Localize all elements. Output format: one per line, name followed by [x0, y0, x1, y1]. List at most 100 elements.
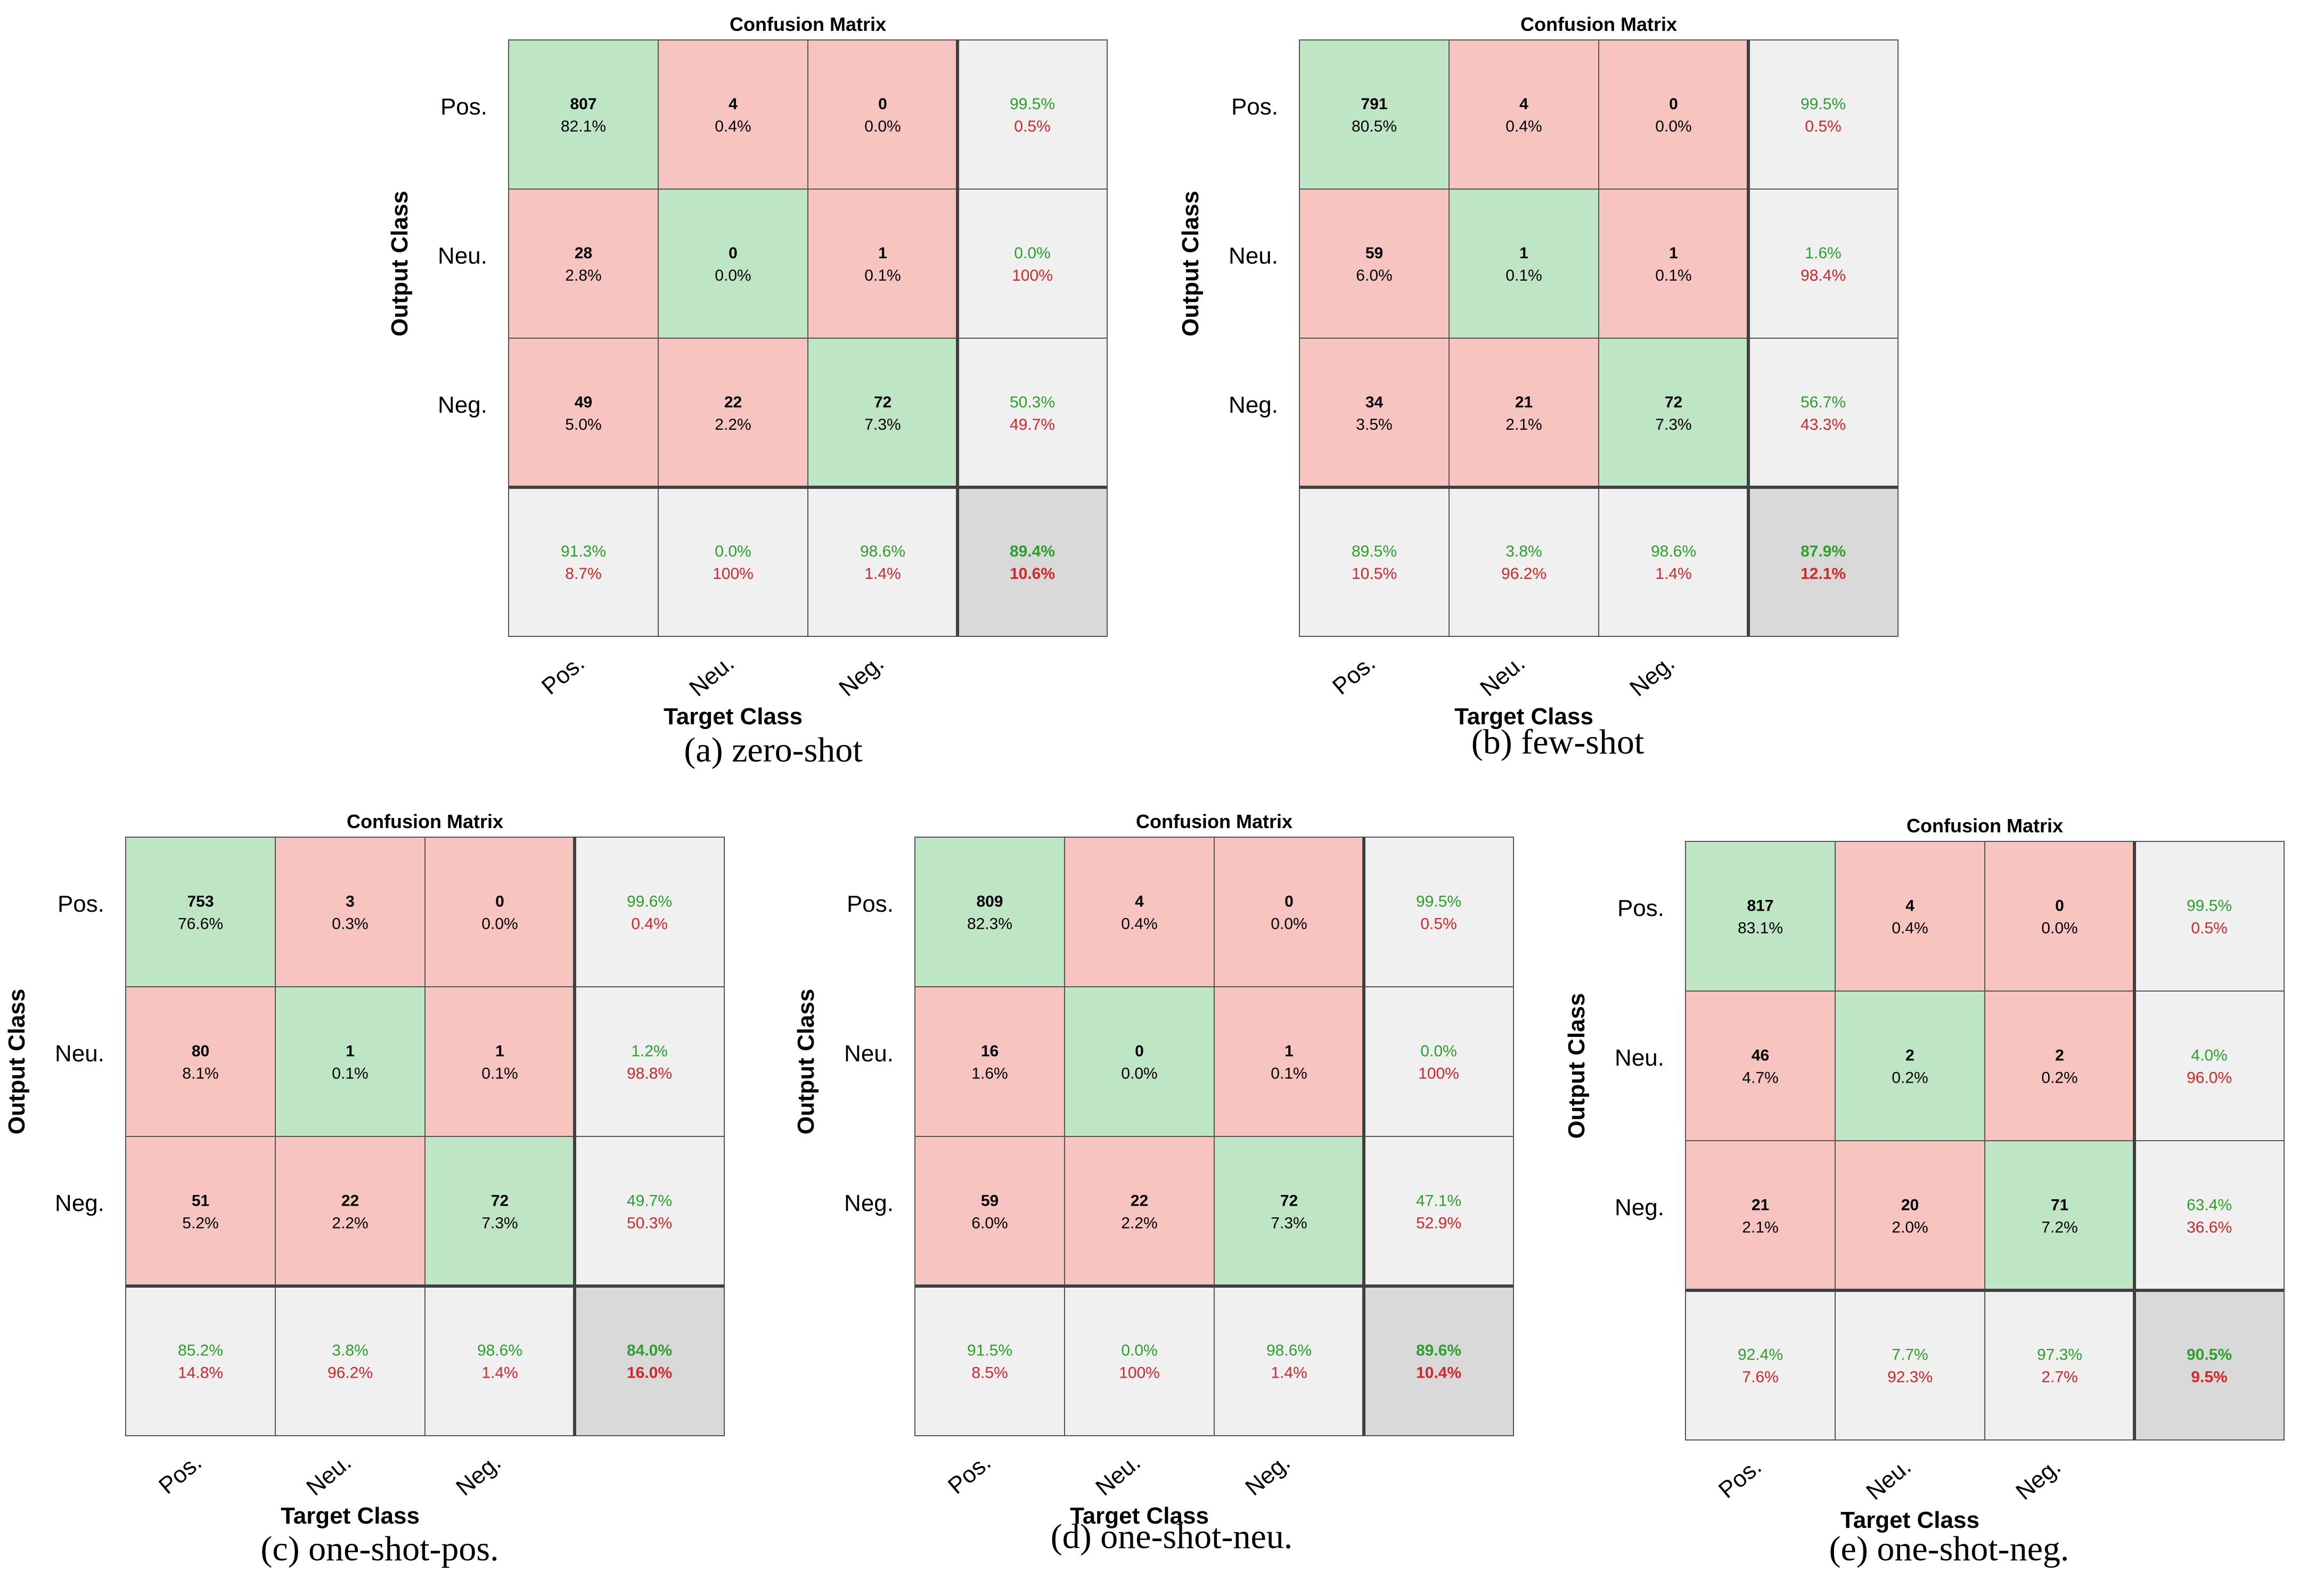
chart-title: Confusion Matrix — [347, 811, 503, 832]
misclassified-cell — [1064, 1136, 1215, 1287]
correct-cell — [914, 837, 1065, 987]
row-error: 100% — [1012, 267, 1053, 284]
cell-percent: 2.0% — [1892, 1219, 1928, 1237]
x-tick-label: Neg. — [834, 650, 889, 701]
column-summary-cell — [275, 1286, 426, 1436]
chart-title: Confusion Matrix — [1520, 13, 1677, 35]
correct-cell — [1449, 189, 1599, 339]
cell-count: 80 — [192, 1043, 209, 1060]
row-precision: 1.2% — [631, 1043, 667, 1060]
cell-count: 3 — [346, 893, 355, 911]
column-recall: 3.8% — [332, 1342, 368, 1360]
row-error: 100% — [1418, 1065, 1459, 1083]
y-tick-label: Neg. — [844, 1190, 894, 1216]
cell-count: 34 — [1365, 394, 1384, 411]
row-error: 36.6% — [2187, 1219, 2232, 1237]
x-tick-label: Pos. — [1328, 650, 1380, 700]
misclassified-cell — [1685, 991, 1836, 1141]
cell-percent: 5.0% — [565, 416, 601, 433]
overall-accuracy-cell — [957, 487, 1108, 637]
row-summary-cell — [574, 1136, 725, 1287]
column-error: 8.7% — [565, 565, 601, 583]
cell-percent: 0.1% — [1271, 1065, 1307, 1083]
column-recall: 7.7% — [1892, 1346, 1928, 1364]
cell-percent: 8.1% — [182, 1065, 218, 1083]
cell-percent: 1.6% — [971, 1065, 1008, 1083]
correct-cell — [1214, 1136, 1364, 1287]
row-precision: 99.6% — [627, 893, 672, 911]
overall-error: 10.4% — [1416, 1364, 1461, 1382]
cell-count: 59 — [1365, 244, 1383, 262]
cell-percent: 82.3% — [967, 915, 1012, 933]
row-summary-cell — [2134, 991, 2285, 1141]
cell-percent: 6.0% — [971, 1215, 1008, 1232]
row-summary-cell — [1363, 837, 1514, 987]
x-tick-label: Neu. — [1475, 650, 1530, 701]
cell-count: 46 — [1752, 1047, 1769, 1065]
cell-count: 0 — [729, 244, 738, 262]
cell-count: 49 — [575, 394, 592, 411]
x-tick-label: Neu. — [1861, 1453, 1916, 1505]
misclassified-cell — [1835, 1140, 1985, 1291]
y-tick-label: Neu. — [1615, 1045, 1664, 1071]
column-recall: 98.6% — [860, 543, 905, 560]
row-summary-cell — [574, 837, 725, 987]
column-error: 92.3% — [1887, 1369, 1933, 1386]
cell-count: 72 — [874, 394, 891, 411]
cell-percent: 7.2% — [2041, 1219, 2077, 1237]
cell-count: 1 — [1519, 244, 1528, 262]
column-summary-cell — [914, 1286, 1065, 1436]
row-precision: 63.4% — [2187, 1197, 2232, 1214]
misclassified-cell — [1449, 338, 1599, 488]
cell-count: 0 — [878, 95, 887, 113]
cell-count: 0 — [2055, 897, 2064, 915]
panel-caption: (b) few-shot — [1471, 723, 1644, 762]
row-summary-cell — [957, 39, 1108, 190]
row-precision: 99.5% — [2187, 897, 2232, 915]
column-error: 8.5% — [971, 1364, 1008, 1382]
cell-percent: 0.2% — [1892, 1069, 1928, 1087]
x-axis-label: Target Class — [1070, 1503, 1209, 1529]
cell-percent: 7.3% — [864, 416, 901, 433]
cell-count: 72 — [1665, 394, 1682, 411]
cell-percent: 4.7% — [1742, 1069, 1778, 1087]
misclassified-cell — [807, 39, 958, 190]
column-summary-cell — [125, 1286, 276, 1436]
panel-caption: (e) one-shot-neg. — [1829, 1529, 2069, 1568]
row-error: 50.3% — [627, 1215, 672, 1232]
confusion-matrix-panel: 80982.3%40.4%00.0%99.5%0.5%161.6%00.0%10… — [793, 811, 1514, 1556]
row-error: 98.8% — [627, 1065, 672, 1083]
row-precision: 49.7% — [627, 1192, 672, 1210]
misclassified-cell — [807, 189, 958, 339]
misclassified-cell — [275, 837, 426, 987]
cell-count: 4 — [729, 95, 738, 113]
overall-accuracy: 89.4% — [1010, 543, 1055, 560]
cell-count: 16 — [981, 1043, 999, 1060]
misclassified-cell — [914, 986, 1065, 1137]
cell-percent: 2.2% — [332, 1215, 368, 1232]
cell-count: 59 — [981, 1192, 999, 1210]
cell-percent: 0.0% — [1655, 118, 1691, 135]
y-tick-label: Pos. — [847, 891, 894, 917]
y-axis-label: Output Class — [1177, 191, 1204, 337]
confusion-matrix-panel: 79180.5%40.4%00.0%99.5%0.5%596.0%10.1%10… — [1177, 13, 1899, 762]
overall-error: 12.1% — [1801, 565, 1846, 583]
column-recall: 0.0% — [715, 543, 751, 560]
correct-cell — [424, 1136, 575, 1287]
overall-accuracy-cell — [2134, 1290, 2285, 1441]
chart-title: Confusion Matrix — [730, 13, 886, 35]
cell-percent: 0.4% — [1121, 915, 1157, 933]
column-summary-cell — [1984, 1290, 2135, 1441]
overall-error: 16.0% — [627, 1364, 672, 1382]
misclassified-cell — [508, 338, 659, 488]
row-precision: 50.3% — [1010, 394, 1055, 411]
x-tick-label: Pos. — [537, 650, 590, 700]
cell-count: 51 — [192, 1192, 209, 1210]
overall-accuracy: 87.9% — [1801, 543, 1846, 560]
y-axis-label: Output Class — [1564, 993, 1590, 1139]
row-precision: 4.0% — [2191, 1047, 2227, 1065]
cell-count: 21 — [1515, 394, 1533, 411]
row-summary-cell — [1748, 39, 1899, 190]
y-tick-label: Neu. — [438, 243, 487, 269]
cell-percent: 2.1% — [1742, 1219, 1778, 1237]
